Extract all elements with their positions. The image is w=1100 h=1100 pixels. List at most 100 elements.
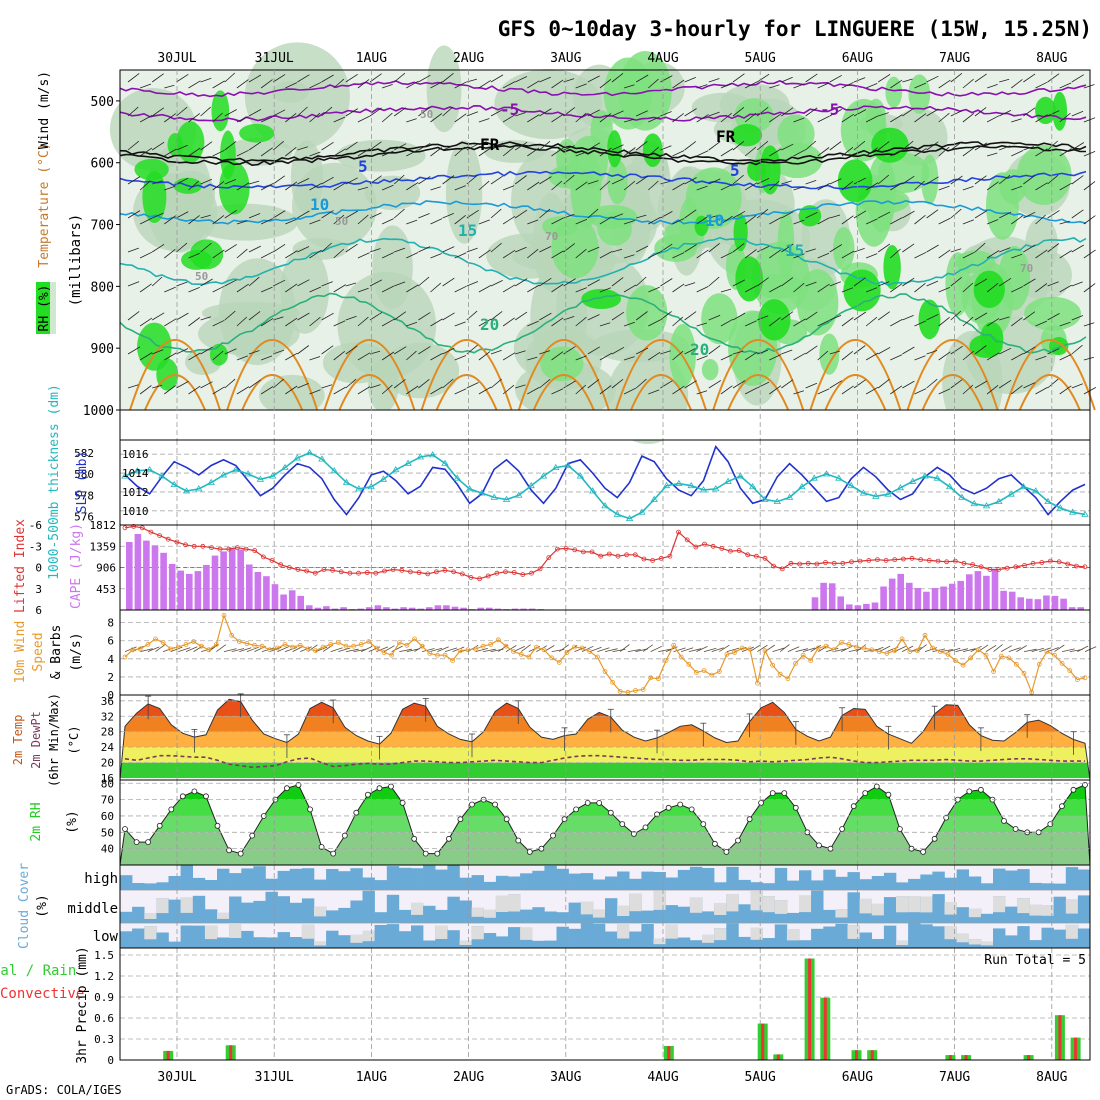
wind-barb [127, 281, 140, 287]
wind-barb [285, 218, 297, 225]
wind-barb [756, 208, 769, 219]
wind-barb [430, 147, 443, 157]
wind-barb [200, 316, 212, 321]
wind-barb [684, 380, 697, 389]
wind-barb-10m [178, 647, 191, 652]
wind-barb [1047, 140, 1058, 151]
x-tick-label-top: 1AUG [356, 51, 387, 66]
wind-barb [599, 287, 612, 293]
wind-barb [333, 284, 346, 293]
wind-barb [914, 355, 926, 361]
wind-speed-marker [351, 643, 357, 649]
temp-axis-label-2: 2m DewPt [29, 711, 43, 769]
cloud-cell-middle [326, 910, 339, 923]
wind-barb [599, 251, 613, 259]
cloud-cell-gray [1041, 905, 1054, 916]
wind-barb [769, 249, 782, 259]
wind-barb [1011, 150, 1024, 157]
cape-tick-label: 1359 [90, 540, 117, 553]
wind-barb [660, 211, 673, 219]
wind-barb [1059, 354, 1072, 361]
cape-bar [906, 582, 913, 610]
wind-barb [805, 140, 817, 151]
wind-barb [515, 246, 527, 253]
wind-speed-marker [198, 643, 204, 649]
wind-barb [829, 74, 842, 83]
wind-barb [684, 209, 697, 219]
wind-speed-marker [313, 648, 318, 654]
cloud-cell-gray [871, 903, 885, 916]
cloud-cell-high [665, 877, 678, 890]
rh-marker [203, 793, 209, 800]
wind-barb [1035, 182, 1048, 191]
rh-marker [515, 837, 522, 844]
cloud-cell-middle [265, 891, 278, 923]
wind-barb [539, 350, 551, 355]
wind-barb [478, 80, 492, 89]
wind-barb [817, 350, 829, 361]
thickness-marker [465, 485, 474, 492]
cloud-cell-middle [168, 899, 181, 923]
wind-barb [853, 277, 866, 287]
cloud-cell-middle [811, 890, 824, 923]
wind-barb [635, 311, 648, 321]
wind-barb [236, 386, 250, 395]
thickness-marker [995, 497, 1003, 505]
wind-speed-marker [671, 642, 676, 648]
wind-barb-10m [1008, 647, 1021, 652]
rh-marker [931, 835, 938, 842]
wind-barb [829, 178, 842, 185]
contour-label: 50 [335, 215, 348, 228]
cloud-cell-high [447, 865, 460, 890]
wind-speed-marker [724, 651, 730, 657]
cape-bar [957, 580, 964, 610]
rh-shading-high [883, 244, 901, 290]
wind-barb [999, 145, 1011, 151]
wind-tick-label: 0 [107, 689, 114, 702]
wind-barb [527, 219, 539, 225]
wind-barb-10m [475, 648, 488, 652]
cloud-row-label: high [84, 871, 118, 887]
wind-barb [1071, 315, 1084, 321]
wind-barb [345, 378, 357, 389]
wind-barb [393, 379, 406, 389]
lifted-index-marker [615, 553, 621, 559]
wind-barb [757, 349, 769, 355]
wind-barb [139, 251, 153, 259]
cloud-cell-middle [786, 912, 800, 923]
cape-bar [168, 564, 176, 610]
wind-barb [309, 81, 322, 89]
slp-axis-label: SLP (mb) [75, 451, 90, 514]
lifted-index-marker [529, 570, 534, 576]
rh-shading-high [980, 321, 1004, 356]
thickness-axis-label: 1000-500mb thickness (dm) [47, 384, 62, 580]
cloud-cell-high [944, 877, 957, 890]
cloud-cell-high [471, 875, 484, 890]
wind-barb-10m [140, 648, 153, 652]
rh-marker [133, 839, 140, 845]
wind-barb [357, 214, 369, 225]
wind-barb [139, 317, 153, 327]
lifted-index-marker [191, 543, 197, 549]
wind-barb [962, 219, 975, 225]
wind-barb [321, 384, 333, 389]
wind-barb [164, 385, 176, 395]
wind-speed-marker [937, 649, 943, 654]
wind-barb [890, 150, 903, 157]
wind-barb [1023, 73, 1036, 83]
rh-shading-mid [885, 76, 903, 108]
wind-barb [212, 285, 225, 293]
cape-bar [426, 607, 433, 610]
temp-band [120, 747, 1090, 763]
wind-barb [902, 210, 915, 219]
wind-barb [817, 115, 830, 123]
wind-barb [781, 311, 794, 321]
cloud-cell-gray [799, 895, 812, 913]
wind-barb [357, 186, 368, 191]
cape-bar [177, 570, 184, 610]
contour-label: 5 [730, 161, 740, 180]
wind-speed-marker [465, 647, 471, 653]
wind-barb [648, 389, 660, 395]
cloud-cell-gray [762, 896, 775, 913]
